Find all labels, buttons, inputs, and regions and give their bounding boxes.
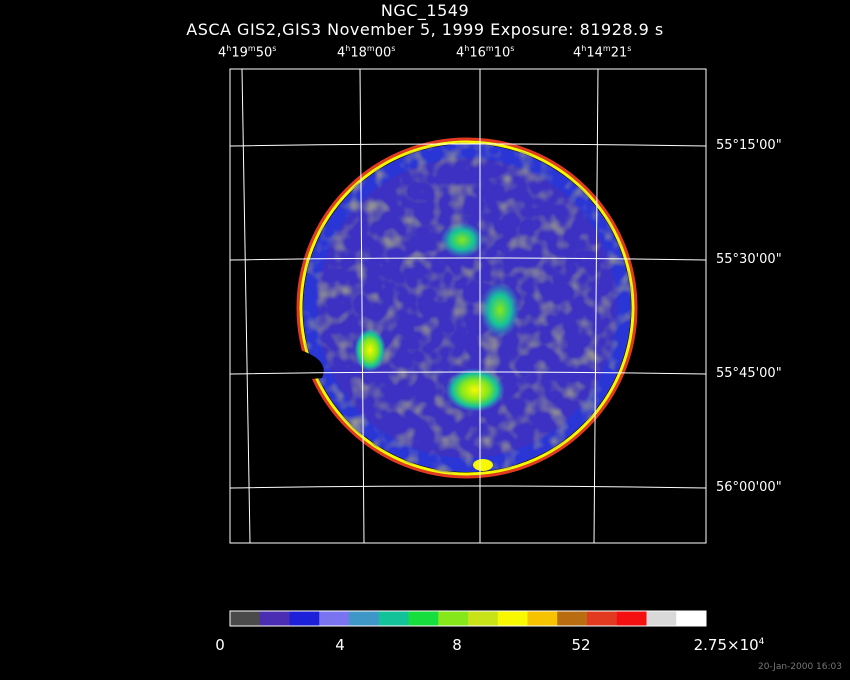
colorbar-label-2: 8 <box>452 636 462 654</box>
colorbar-swatch <box>497 611 528 626</box>
dec-label-4: 56°00'00" <box>716 480 782 495</box>
ra-label-4: 4h14m21s <box>573 44 632 61</box>
colorbar-swatch <box>438 611 469 626</box>
ra-label-2: 4h18m00s <box>337 44 396 61</box>
colorbar-swatch <box>230 611 261 626</box>
source-north <box>440 222 484 258</box>
source-west <box>354 328 386 372</box>
coordinate-grid <box>229 68 707 544</box>
colorbar-label-0: 0 <box>215 636 225 654</box>
colorbar-swatch <box>468 611 499 626</box>
colorbar-swatch <box>676 611 707 626</box>
ra-grid-line-1 <box>241 68 251 544</box>
colorbar-label-3: 52 <box>571 636 591 654</box>
ra-grid-line-2 <box>359 68 365 544</box>
dec-grid-line-4 <box>229 485 707 489</box>
fov-noise <box>301 142 633 474</box>
source-center-east <box>480 282 520 338</box>
colorbar-label-1: 4 <box>335 636 345 654</box>
colorbar-swatch <box>646 611 677 626</box>
colorbar-swatch <box>289 611 320 626</box>
colorbar-label-max: 2.75×104 <box>693 636 765 654</box>
ra-label-3: 4h16m10s <box>456 44 515 61</box>
colorbar-swatch <box>319 611 350 626</box>
source-edge-south <box>473 459 493 471</box>
colorbar-swatch <box>616 611 647 626</box>
observation-subtitle: ASCA GIS2,GIS3 November 5, 1999 Exposure… <box>186 20 664 39</box>
colorbar-swatch <box>587 611 618 626</box>
dec-grid-line-1 <box>229 143 707 147</box>
colorbar-swatch <box>349 611 380 626</box>
object-title: NGC_1549 <box>380 1 470 20</box>
source-central-bright <box>445 368 505 412</box>
colorbar-swatch <box>408 611 439 626</box>
colorbar-swatch <box>527 611 558 626</box>
colorbar-frame <box>229 610 707 627</box>
colorbar-swatch <box>557 611 588 626</box>
dec-label-1: 55°15'00" <box>716 138 782 153</box>
colorbar-swatch <box>378 611 409 626</box>
dec-label-3: 55°45'00" <box>716 366 782 381</box>
dec-grid-line-2 <box>229 257 707 261</box>
ra-label-1: 4h19m50s <box>218 44 277 61</box>
colorbar-swatch <box>259 611 290 626</box>
timestamp: 20-Jan-2000 16:03 <box>757 662 842 672</box>
image-frame <box>229 68 707 544</box>
dec-label-2: 55°30'00" <box>716 252 782 267</box>
field-of-view-disk <box>296 137 638 479</box>
ra-grid-line-4 <box>593 68 599 544</box>
fov-edge-red <box>296 137 638 479</box>
dec-grid-line-3 <box>229 371 707 375</box>
colorbar <box>229 610 707 627</box>
